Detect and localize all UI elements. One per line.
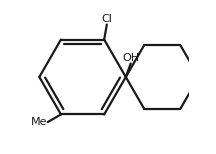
Text: Me: Me: [30, 117, 47, 127]
Text: OH: OH: [122, 53, 139, 63]
Text: Cl: Cl: [101, 14, 112, 24]
